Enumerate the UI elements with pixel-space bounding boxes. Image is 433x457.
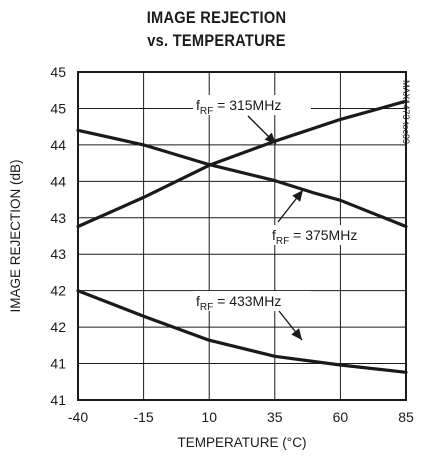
series-line-2 [76,289,408,374]
series-line-1 [76,128,408,229]
y-tick-label: 44 [50,137,66,153]
y-tick-label: 43 [50,246,66,262]
series-label-0: fRF = 315MHz [196,97,281,117]
tick-labels: -40 -15 10 35 60 85 41 41 42 42 43 43 44 44 45 45 [50,64,414,425]
annotation-bg [193,95,311,115]
y-tick-label: 41 [50,356,66,372]
series-label-1: fRF = 375MHz [272,227,357,247]
grid-lines [78,72,406,400]
x-tick-label: 60 [333,409,349,425]
chart-title-line2: vs. TEMPERATURE [147,31,286,50]
y-tick-label: 41 [50,392,66,408]
y-tick-label: 45 [50,64,66,80]
plot-frame [77,71,407,401]
arrow-head [291,328,302,340]
y-tick-label: 42 [50,319,66,335]
series-line-0 [76,99,408,229]
x-tick-label: 35 [267,409,283,425]
series-label-2: fRF = 433MHz [196,293,281,313]
x-tick-label: 10 [201,409,217,425]
annotation-bg [193,291,311,311]
y-tick-label: 44 [50,173,66,189]
annotation-bg [269,225,387,245]
arrow-head [264,132,276,144]
arrow-head [292,190,303,202]
x-axis-label: TEMPERATURE (°C) [178,435,307,450]
chart-title-line1: IMAGE REJECTION [146,8,287,27]
x-tick-label: -15 [133,409,153,425]
data-series [76,99,408,374]
figure-code: MAX1473 toc09 [401,80,411,144]
y-tick-label: 45 [50,100,66,116]
x-tick-label: 85 [398,409,414,425]
x-tick-label: -40 [68,409,88,425]
y-axis-label: IMAGE REJECTION (dB) [8,159,23,312]
y-tick-label: 42 [50,283,66,299]
y-tick-label: 43 [50,210,66,226]
series-annotations: fRF = 315MHz fRF = 375MHz fRF = 433MHz [193,95,387,341]
